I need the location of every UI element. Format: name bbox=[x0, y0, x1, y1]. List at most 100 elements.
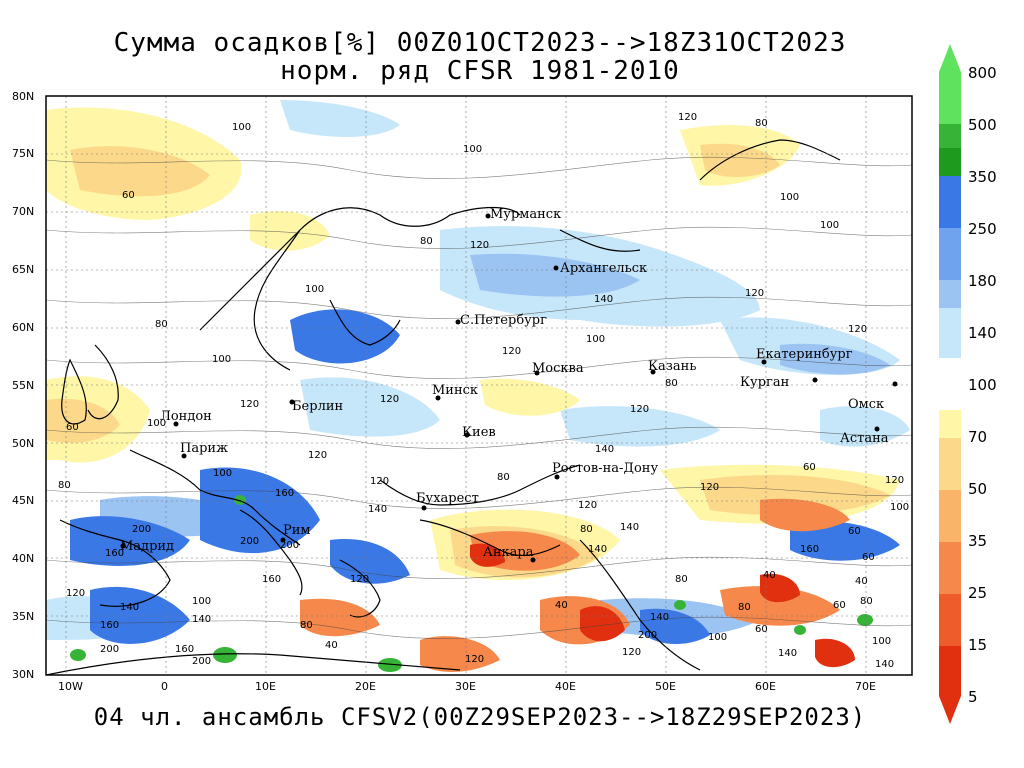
lat-label: 80N bbox=[12, 90, 34, 103]
contour-label: 100 bbox=[780, 192, 799, 203]
legend-bottom-arrow bbox=[939, 696, 961, 724]
city-rome: Рим bbox=[283, 523, 311, 538]
contour-label: 140 bbox=[778, 648, 797, 659]
contour-label: 80 bbox=[155, 319, 168, 330]
contour-label: 80 bbox=[860, 596, 873, 607]
legend-label: 100 bbox=[968, 376, 997, 394]
legend-label: 250 bbox=[968, 220, 997, 238]
city-arkhangelsk: Архангельск bbox=[560, 261, 647, 276]
legend-swatch bbox=[939, 410, 961, 438]
contour-label: 100 bbox=[305, 284, 324, 295]
contour-label: 120 bbox=[470, 240, 489, 251]
legend-label: 70 bbox=[968, 428, 987, 446]
contour-label: 100 bbox=[213, 468, 232, 479]
city-yekaterinburg: Екатеринбург bbox=[756, 347, 853, 362]
contour-label: 100 bbox=[890, 502, 909, 513]
graticule bbox=[46, 96, 912, 675]
contour-label: 100 bbox=[586, 334, 605, 345]
legend-swatch bbox=[939, 308, 961, 358]
contour-label: 200 bbox=[638, 630, 657, 641]
city-kazan: Казань bbox=[648, 359, 696, 374]
lat-label: 30N bbox=[12, 668, 34, 681]
contour-label: 140 bbox=[368, 504, 387, 515]
legend-swatch bbox=[939, 594, 961, 646]
contour-label: 80 bbox=[300, 620, 313, 631]
city-omsk: Омск bbox=[848, 397, 884, 412]
longitude-labels: 10W 0 10E 20E 30E 40E 50E 60E 70E bbox=[58, 680, 876, 693]
contour-label: 60 bbox=[755, 624, 768, 635]
legend-swatch bbox=[939, 72, 961, 124]
legend-label: 35 bbox=[968, 532, 987, 550]
city-paris: Париж bbox=[180, 441, 228, 456]
city-markers: Мурманск Архангельск С.Петербург Москва … bbox=[120, 207, 898, 563]
contour-label: 120 bbox=[678, 112, 697, 123]
city-dot bbox=[485, 213, 491, 219]
lat-label: 50N bbox=[12, 437, 34, 450]
legend-label: 350 bbox=[968, 168, 997, 186]
contour-label: 200 bbox=[240, 536, 259, 547]
chart-title: Сумма осадков[%] 00Z01OCT2023-->18Z31OCT… bbox=[113, 28, 847, 58]
lat-label: 35N bbox=[12, 610, 34, 623]
contour-label: 160 bbox=[262, 574, 281, 585]
contour-label: 200 bbox=[280, 540, 299, 551]
city-ankara: Анкара bbox=[483, 545, 534, 560]
contour-label: 200 bbox=[132, 524, 151, 535]
contour-label: 100 bbox=[820, 220, 839, 231]
city-murmansk: Мурманск bbox=[490, 207, 561, 222]
city-dot bbox=[181, 453, 187, 459]
city-dot bbox=[289, 399, 295, 405]
lat-label: 55N bbox=[12, 379, 34, 392]
contour-label: 80 bbox=[665, 378, 678, 389]
contour-value-labels: 100 100 120 80 60 100 100 120 80 100 140… bbox=[58, 112, 909, 670]
contour-label: 140 bbox=[595, 444, 614, 455]
contour-label: 80 bbox=[675, 574, 688, 585]
contour-label: 100 bbox=[212, 354, 231, 365]
contour-label: 120 bbox=[700, 482, 719, 493]
contour-label: 160 bbox=[275, 488, 294, 499]
city-dot bbox=[892, 381, 898, 387]
contour-label: 120 bbox=[350, 574, 369, 585]
legend-swatch bbox=[939, 490, 961, 542]
contour-label: 200 bbox=[100, 644, 119, 655]
legend-label: 180 bbox=[968, 272, 997, 290]
city-dot bbox=[173, 421, 179, 427]
legend-label: 25 bbox=[968, 584, 987, 602]
city-dot bbox=[812, 377, 818, 383]
contour-label: 80 bbox=[420, 236, 433, 247]
lon-label: 50E bbox=[655, 680, 676, 693]
lat-label: 60N bbox=[12, 321, 34, 334]
legend-swatch bbox=[939, 438, 961, 490]
contour-label: 60 bbox=[803, 462, 816, 473]
city-berlin: Берлин bbox=[292, 399, 343, 414]
city-dot bbox=[455, 319, 461, 325]
city-dot bbox=[534, 370, 540, 376]
contour-label: 120 bbox=[885, 475, 904, 486]
contour-label: 60 bbox=[66, 422, 79, 433]
legend-label: 140 bbox=[968, 324, 997, 342]
city-dot bbox=[650, 369, 656, 375]
map-frame bbox=[45, 95, 913, 676]
city-bucharest: Бухарест bbox=[416, 491, 479, 506]
city-st-petersburg: С.Петербург bbox=[460, 313, 547, 328]
contour-label: 160 bbox=[800, 544, 819, 555]
contour-label: 120 bbox=[745, 288, 764, 299]
contour-label: 120 bbox=[66, 588, 85, 599]
contour-label: 100 bbox=[192, 596, 211, 607]
contour-label: 140 bbox=[120, 602, 139, 613]
legend-label: 15 bbox=[968, 636, 987, 654]
contour-label: 140 bbox=[588, 544, 607, 555]
contour-label: 60 bbox=[122, 190, 135, 201]
legend-swatch bbox=[939, 646, 961, 696]
wet-regions-extreme bbox=[70, 495, 873, 672]
contour-label: 100 bbox=[463, 144, 482, 155]
legend-label: 500 bbox=[968, 116, 997, 134]
city-dot bbox=[530, 557, 536, 563]
contour-label: 120 bbox=[370, 476, 389, 487]
contour-label: 100 bbox=[708, 632, 727, 643]
contour-label: 80 bbox=[738, 602, 751, 613]
contour-label: 140 bbox=[594, 294, 613, 305]
city-dot bbox=[553, 265, 559, 271]
coastlines bbox=[46, 139, 841, 675]
contour-label: 120 bbox=[502, 346, 521, 357]
